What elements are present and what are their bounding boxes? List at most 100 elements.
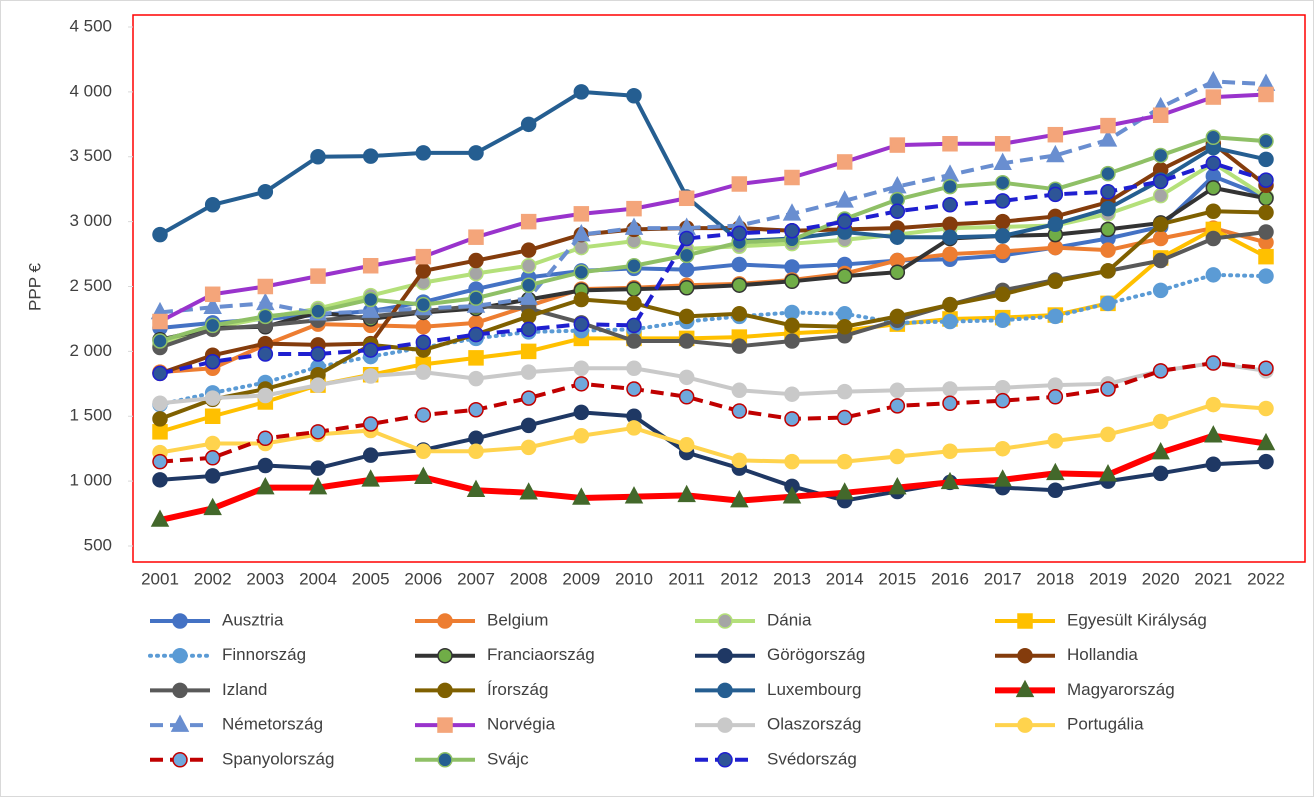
marker: [836, 154, 853, 170]
marker: [1205, 355, 1222, 371]
marker: [152, 333, 168, 349]
marker: [1152, 252, 1169, 269]
series-line: [159, 361, 1267, 406]
legend-entry: Magyarország: [995, 679, 1175, 699]
marker: [626, 257, 642, 274]
marker: [468, 229, 484, 245]
marker: [942, 229, 958, 245]
marker: [678, 389, 695, 405]
marker: [888, 477, 907, 495]
series-line: [159, 92, 1267, 324]
marker: [1152, 107, 1169, 123]
marker: [626, 381, 642, 397]
marker: [468, 290, 484, 306]
marker: [310, 303, 326, 319]
legend-label: Görögország: [767, 645, 865, 664]
marker: [573, 84, 590, 100]
marker: [731, 338, 748, 354]
marker: [1047, 273, 1064, 290]
x-tick-label: 2009: [562, 569, 600, 588]
marker: [573, 264, 590, 280]
series-line: [159, 185, 1267, 342]
marker: [152, 226, 168, 243]
marker: [731, 452, 748, 469]
marker: [310, 268, 326, 284]
marker: [1205, 396, 1222, 413]
marker: [1100, 426, 1116, 443]
series-line: [159, 361, 1267, 464]
legend-label: Dánia: [767, 610, 812, 629]
marker: [835, 482, 854, 500]
x-tick-label: 2003: [246, 569, 284, 588]
marker: [678, 261, 695, 278]
marker: [993, 469, 1012, 487]
marker: [626, 333, 642, 349]
marker: [172, 647, 188, 664]
marker: [1256, 432, 1276, 451]
marker: [573, 376, 590, 392]
marker: [362, 416, 379, 432]
plot-border: [132, 14, 1306, 563]
marker: [362, 342, 379, 358]
marker: [784, 317, 800, 334]
marker: [520, 343, 537, 360]
marker: [889, 203, 906, 219]
series: [150, 425, 1276, 527]
marker: [362, 148, 379, 164]
marker: [1100, 295, 1116, 312]
marker: [520, 321, 537, 338]
marker: [731, 382, 748, 399]
marker: [836, 383, 853, 400]
y-tick-label: 2 000: [69, 341, 112, 360]
marker: [1047, 126, 1064, 143]
legend-label: Németország: [222, 715, 323, 734]
marker: [468, 430, 484, 447]
legend-entry: Görögország: [695, 645, 865, 664]
marker: [152, 453, 168, 470]
marker: [437, 647, 453, 664]
marker: [573, 427, 590, 444]
marker: [1258, 204, 1274, 221]
x-tick-label: 2008: [510, 569, 548, 588]
marker: [361, 300, 380, 318]
marker: [415, 334, 432, 351]
x-tick-label: 2006: [404, 569, 442, 588]
legend-entry: Portugália: [995, 715, 1144, 734]
legend-entry: Svédország: [695, 749, 857, 768]
legend-entry: Luxembourg: [695, 680, 862, 699]
y-tick-label: 500: [84, 535, 112, 554]
marker: [310, 460, 326, 476]
marker: [889, 382, 906, 399]
marker: [1152, 173, 1169, 190]
marker: [1258, 248, 1274, 265]
y-tick-label: 3 500: [69, 146, 112, 165]
marker: [731, 277, 748, 293]
marker: [1047, 216, 1064, 232]
marker: [172, 752, 188, 768]
marker: [310, 424, 326, 440]
legend-entry: Spanyolország: [150, 749, 334, 768]
marker: [994, 213, 1011, 230]
marker: [678, 369, 695, 386]
marker: [1204, 70, 1223, 89]
marker: [994, 440, 1011, 457]
marker: [626, 360, 642, 376]
marker: [572, 224, 591, 242]
x-tick-label: 2015: [878, 569, 916, 588]
marker: [1258, 151, 1274, 168]
series-line: [159, 89, 1267, 244]
legend-label: Hollandia: [1067, 645, 1138, 664]
marker: [152, 411, 168, 427]
marker: [1258, 172, 1274, 188]
legend-entry: Hollandia: [995, 645, 1138, 664]
legend-entry: Franciaország: [415, 645, 595, 664]
marker: [152, 472, 168, 488]
marker: [573, 291, 590, 308]
marker: [1017, 613, 1033, 629]
marker: [784, 273, 800, 290]
legend-entry: Belgium: [415, 610, 548, 629]
x-tick-label: 2010: [615, 569, 653, 588]
marker: [468, 145, 484, 161]
marker: [784, 453, 800, 470]
marker: [1100, 381, 1116, 397]
